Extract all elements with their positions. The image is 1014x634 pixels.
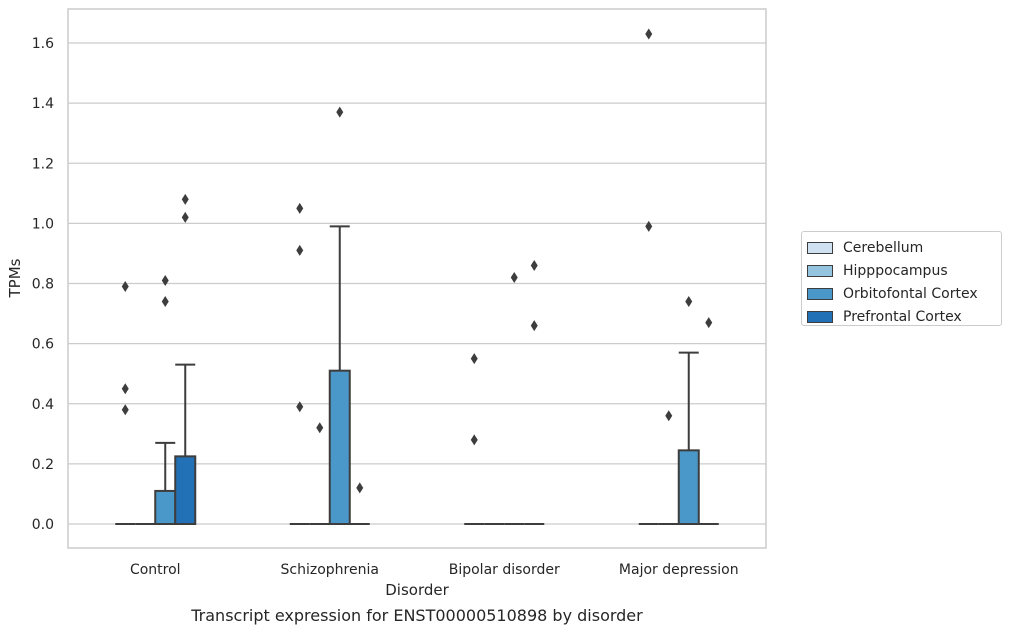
legend-swatch	[807, 264, 833, 277]
outlier-point	[470, 434, 478, 446]
legend-label: Cerebellum	[843, 239, 924, 256]
outlier-point	[161, 274, 169, 286]
box-prefrontal-cortex	[174, 193, 197, 525]
legend-item-prefrontal: Prefrontal Cortex	[807, 305, 1001, 328]
y-tick-labels: 0.0 0.2 0.4 0.6 0.8 1.0 1.2 1.4 1.6	[32, 36, 54, 533]
gridlines	[68, 42, 766, 525]
y-tick-label: 1.6	[32, 36, 54, 52]
legend-label: Orbitofontal Cortex	[843, 285, 978, 302]
outlier-point	[181, 211, 189, 223]
legend-item-cerebellum: Cerebellum	[807, 236, 1001, 259]
x-tick-label: Bipolar disorder	[449, 562, 560, 578]
outlier-point	[530, 259, 538, 271]
box-orbitofontal-cortex	[328, 106, 351, 525]
y-axis-label: TPMs	[6, 258, 24, 298]
outlier-point	[530, 320, 538, 332]
y-tick-label: 1.4	[32, 96, 54, 112]
outlier-point	[316, 422, 324, 434]
y-tick-label: 0.6	[32, 337, 54, 353]
box-hipppocampus	[309, 422, 330, 525]
outlier-point	[336, 106, 344, 118]
x-tick-label: Schizophrenia	[281, 562, 379, 578]
legend: Cerebellum Hipppocampus Orbitofontal Cor…	[801, 231, 1002, 326]
y-tick-label: 0.8	[32, 277, 54, 293]
box-prefrontal-cortex	[698, 317, 719, 525]
box-cerebellum	[115, 281, 136, 525]
outlier-point	[510, 271, 518, 283]
box-layer	[115, 28, 719, 525]
outlier-point	[296, 202, 304, 214]
box-cerebellum	[289, 202, 310, 525]
outlier-point	[121, 383, 129, 395]
outlier-point	[645, 220, 653, 232]
legend-item-hippocampus: Hipppocampus	[807, 259, 1001, 282]
y-tick-label: 0.4	[32, 397, 54, 413]
legend-swatch	[807, 241, 833, 254]
legend-label: Hipppocampus	[843, 262, 948, 279]
box	[154, 489, 177, 525]
y-tick-label: 0.0	[32, 517, 54, 533]
box	[174, 455, 197, 525]
outlier-point	[161, 296, 169, 308]
outlier-point	[356, 482, 364, 494]
x-tick-labels: Control Schizophrenia Bipolar disorder Majo…	[130, 562, 739, 578]
outlier-point	[470, 353, 478, 365]
box-orbitofontal-cortex	[504, 271, 525, 525]
box-hipppocampus	[658, 410, 679, 525]
figure-caption: Transcript expression for ENST0000051089…	[191, 606, 643, 625]
box-orbitofontal-cortex	[677, 296, 700, 525]
outlier-point	[645, 28, 653, 40]
plot-frame	[67, 8, 767, 549]
x-tick-label: Control	[130, 562, 181, 578]
outlier-point	[705, 317, 713, 329]
x-tick-label: Major depression	[619, 562, 739, 578]
x-axis-label: Disorder	[385, 581, 449, 599]
box-orbitofontal-cortex	[154, 274, 177, 525]
outlier-point	[121, 281, 129, 293]
y-tick-label: 1.2	[32, 156, 54, 172]
outlier-point	[121, 404, 129, 416]
legend-swatch	[807, 287, 833, 300]
outlier-point	[685, 296, 693, 308]
y-tick-label: 0.2	[32, 457, 54, 473]
box-prefrontal-cortex	[524, 259, 545, 525]
legend-label: Prefrontal Cortex	[843, 308, 962, 325]
y-tick-label: 1.0	[32, 216, 54, 232]
box-cerebellum	[638, 28, 659, 525]
legend-item-orbitofrontal: Orbitofontal Cortex	[807, 282, 1001, 305]
outlier-point	[665, 410, 673, 422]
box-prefrontal-cortex	[349, 482, 370, 525]
outlier-point	[296, 401, 304, 413]
box-cerebellum	[464, 353, 485, 525]
legend-swatch	[807, 310, 833, 323]
box	[328, 369, 351, 525]
outlier-point	[181, 193, 189, 205]
outlier-point	[296, 244, 304, 256]
box	[677, 449, 700, 525]
